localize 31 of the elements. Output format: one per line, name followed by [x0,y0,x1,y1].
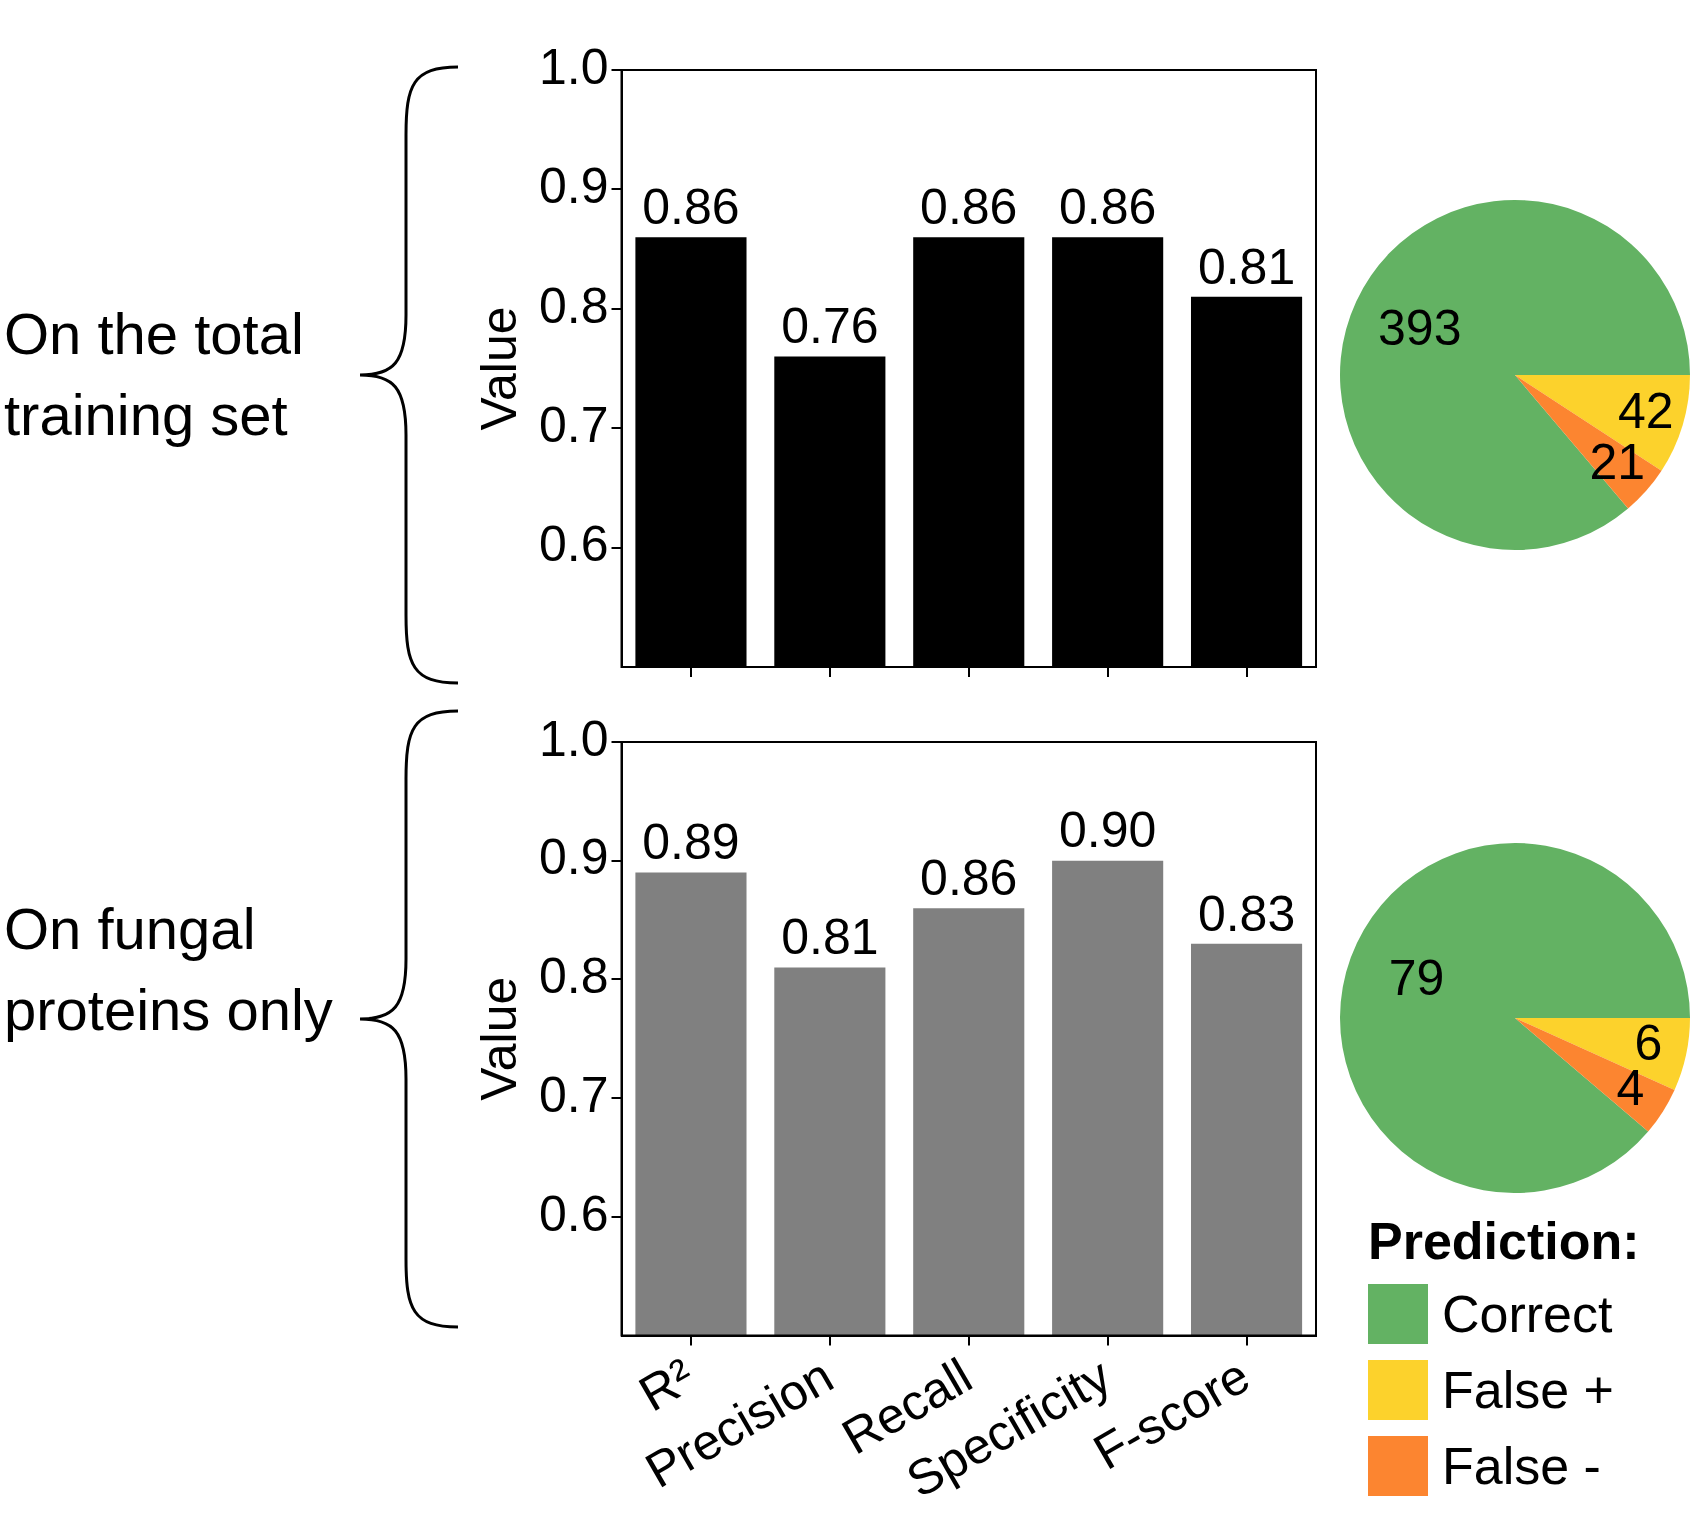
data-label: 0.81 [781,909,879,966]
y-tick-label: 0.9 [538,158,609,215]
text: On the total training set [4,300,305,450]
data-label: 4 [1616,1059,1645,1116]
y-axis-title: Value [470,976,527,1101]
y-tick-label: 0.7 [538,396,609,453]
data-label: 0.86 [642,178,740,235]
y-tick-label: 0.8 [538,277,609,334]
data-label: 0.81 [1197,238,1296,295]
data-label: 0.86 [920,178,1018,235]
y-tick-label: 0.6 [538,516,609,573]
data-label: 0.86 [920,849,1018,906]
y-tick-label: 1.0 [538,38,609,95]
data-label: 0.83 [1197,885,1296,942]
data-label: 0.76 [781,298,879,355]
y-axis-title: Value [470,306,527,431]
y-tick-label: 0.9 [538,829,609,886]
y-tick-label: 0.6 [538,1185,609,1242]
data-label: 0.86 [1058,178,1157,235]
y-tick-label: 0.7 [538,1066,609,1123]
y-tick-label: 0.8 [538,948,609,1005]
y-tick-label: 1.0 [538,710,609,767]
data-label: 0.90 [1058,802,1157,859]
legend-label: Correct [1442,1283,1613,1344]
legend-label: False - [1442,1435,1601,1496]
data-label: 0.89 [642,814,740,871]
text: On fungal proteins only [4,895,334,1045]
data-label: 79 [1388,950,1445,1007]
data-label: 393 [1378,299,1462,356]
legend-title: Prediction: [1368,1211,1640,1272]
legend-label: False + [1442,1359,1614,1420]
